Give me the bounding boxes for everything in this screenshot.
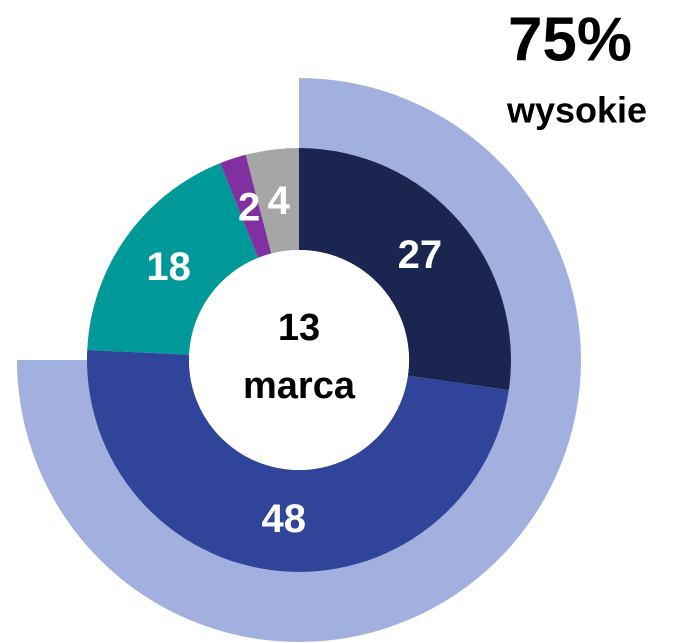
segment-label: 2 [238, 186, 260, 230]
segment-label: 27 [398, 233, 443, 277]
rings [17, 78, 581, 642]
center-label: marca [243, 365, 356, 407]
donut-hole [189, 250, 409, 470]
donut-segment [87, 349, 509, 572]
segment-label: 4 [268, 179, 291, 223]
donut-segment [87, 163, 259, 355]
outer-value-label: 75% [508, 5, 632, 74]
center-label: 13 [278, 307, 320, 349]
donut-segment [245, 148, 299, 254]
segment-label: 48 [262, 497, 307, 541]
donut-segment [220, 154, 272, 258]
segment-label: 18 [146, 245, 191, 289]
outer-name: wysokie [506, 90, 647, 131]
donut-segment [299, 148, 511, 391]
